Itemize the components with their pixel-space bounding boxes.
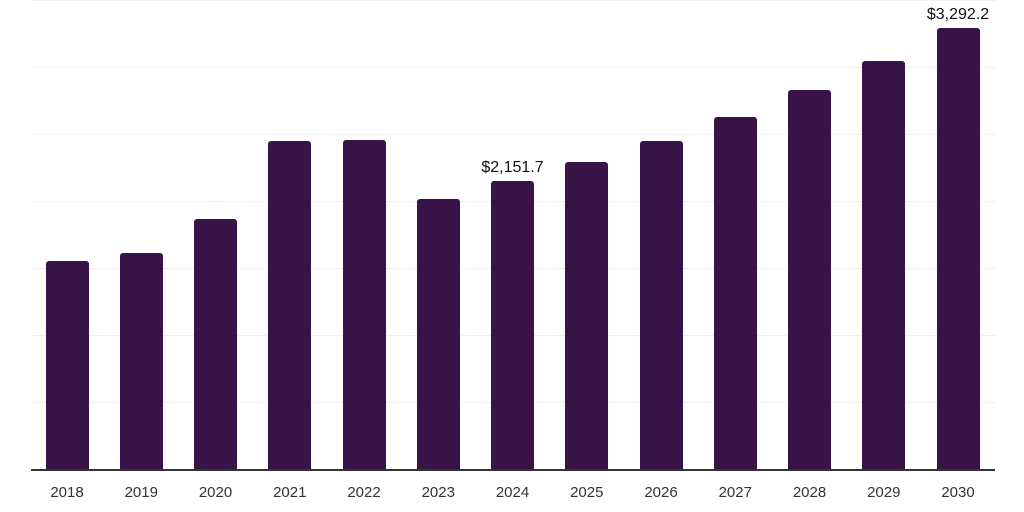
bar-2028[interactable] (788, 89, 831, 470)
bar-2026[interactable] (639, 140, 683, 470)
bar-2025[interactable] (565, 161, 609, 470)
gridline (31, 67, 995, 68)
x-tick-label: 2018 (50, 484, 84, 501)
x-tick-label: 2026 (644, 484, 678, 501)
x-tick-label: 2030 (941, 484, 975, 501)
x-tick-label: 2020 (198, 484, 233, 501)
bar-2029[interactable] (862, 60, 906, 470)
x-tick-label: 2022 (347, 484, 381, 501)
x-tick-label: 2027 (718, 484, 752, 501)
bar-2018[interactable] (45, 261, 89, 470)
gridline (31, 0, 995, 1)
x-axis-line (31, 469, 995, 471)
x-tick-label: 2029 (867, 484, 901, 501)
x-tick-label: 2024 (495, 484, 530, 501)
data-label-2030: $3,292.2 (926, 5, 990, 23)
bar-2030[interactable] (936, 27, 980, 470)
x-tick-label: 2025 (570, 484, 604, 501)
bar-2023[interactable] (416, 198, 460, 470)
x-tick-label: 2021 (273, 484, 307, 501)
bar-2019[interactable] (119, 252, 163, 470)
bar-2021[interactable] (268, 140, 312, 470)
x-tick-label: 2028 (792, 484, 827, 501)
bar-2024[interactable] (491, 180, 534, 470)
bar-2027[interactable] (713, 116, 757, 470)
data-label-2024: $2,151.7 (481, 158, 544, 176)
gridline (31, 134, 995, 135)
x-tick-label: 2023 (421, 484, 455, 501)
bar-2022[interactable] (342, 139, 386, 470)
x-tick-label: 2019 (124, 484, 158, 501)
bar-2020[interactable] (194, 218, 237, 470)
